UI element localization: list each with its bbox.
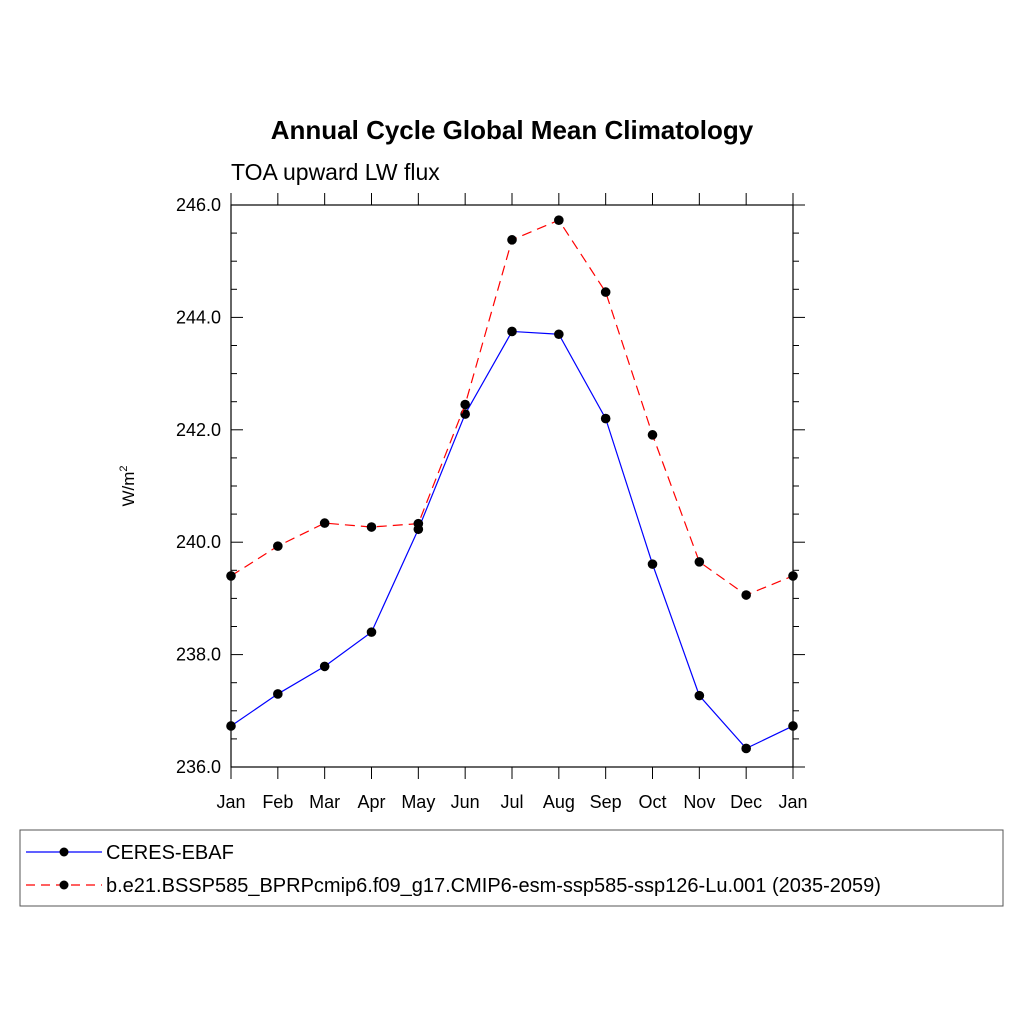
data-point-series-0 (788, 721, 798, 731)
legend-marker-ceres (59, 847, 69, 857)
legend-entry-ceres: CERES-EBAF (26, 842, 234, 864)
y-axis-label: W/m (119, 472, 138, 507)
legend-box (19, 829, 1004, 907)
y-tick-label: 244.0 (176, 307, 221, 327)
data-point-series-0 (366, 627, 377, 637)
x-tick-label: May (401, 792, 435, 812)
data-point-series-0 (273, 689, 283, 699)
x-tick-label: Apr (357, 792, 385, 812)
legend-entry-model: b.e21.BSSP585_BPRPcmip6.f09_g17.CMIP6-es… (26, 875, 881, 897)
legend-label-model: b.e21.BSSP585_BPRPcmip6.f09_g17.CMIP6-es… (106, 875, 881, 897)
chart-title: Annual Cycle Global Mean Climatology (271, 115, 754, 145)
y-tick-label: 236.0 (176, 757, 221, 777)
x-tick-label: Jan (216, 792, 245, 812)
data-point-series-1 (507, 235, 517, 245)
legend-label-ceres: CERES-EBAF (106, 842, 234, 864)
series-line-0 (230, 330, 794, 750)
x-tick-label: Aug (543, 792, 575, 812)
y-axis-label-superscript: 2 (118, 465, 130, 471)
data-point-series-1 (226, 571, 236, 581)
data-point-series-1 (694, 557, 705, 567)
x-tick-label: Jan (778, 792, 807, 812)
x-tick-label: Oct (638, 792, 666, 812)
legend: CERES-EBAF b.e21.BSSP585_BPRPcmip6.f09_g… (19, 829, 1004, 907)
data-point-series-1 (319, 518, 330, 528)
data-point-series-1 (366, 522, 377, 532)
plot-area: Jan Feb Mar Apr May Jun Jul Aug Sep Oct Nov Dec Jan 2… (176, 193, 808, 812)
x-tick-label: Nov (683, 792, 715, 812)
x-tick-label: Feb (262, 792, 293, 812)
plot-frame (230, 204, 794, 768)
legend-marker-model (59, 880, 69, 890)
data-point-series-0 (507, 326, 517, 337)
y-tick-label: 242.0 (176, 420, 221, 440)
data-point-series-1 (413, 518, 424, 529)
data-point-series-0 (319, 661, 330, 672)
data-point-series-1 (788, 571, 798, 581)
x-tick-label: Mar (309, 792, 340, 812)
data-point-series-0 (600, 413, 611, 424)
x-tick-label: Dec (730, 792, 762, 812)
data-point-series-1 (554, 215, 564, 225)
x-tick-label: Jun (451, 792, 480, 812)
chart-subtitle: TOA upward LW flux (231, 159, 440, 185)
y-axis-title: W/m2 (118, 465, 138, 506)
x-tick-label: Sep (590, 792, 622, 812)
data-point-series-0 (554, 329, 564, 340)
data-point-series-1 (647, 430, 658, 440)
data-point-series-0 (226, 721, 236, 731)
y-tick-label: 246.0 (176, 195, 221, 215)
x-tick-label: Jul (500, 792, 523, 812)
data-point-series-0 (741, 743, 751, 754)
y-tick-label: 238.0 (176, 645, 221, 665)
data-point-series-1 (273, 541, 283, 551)
y-tick-label: 240.0 (176, 532, 221, 552)
svg-text:W/m2: W/m2 (118, 465, 138, 506)
data-point-series-0 (694, 690, 705, 701)
data-point-series-0 (647, 559, 658, 569)
data-point-series-0 (460, 409, 470, 419)
data-point-series-1 (460, 399, 470, 410)
data-point-series-1 (741, 590, 751, 600)
data-point-series-1 (600, 287, 611, 297)
series-line-1 (230, 219, 794, 596)
